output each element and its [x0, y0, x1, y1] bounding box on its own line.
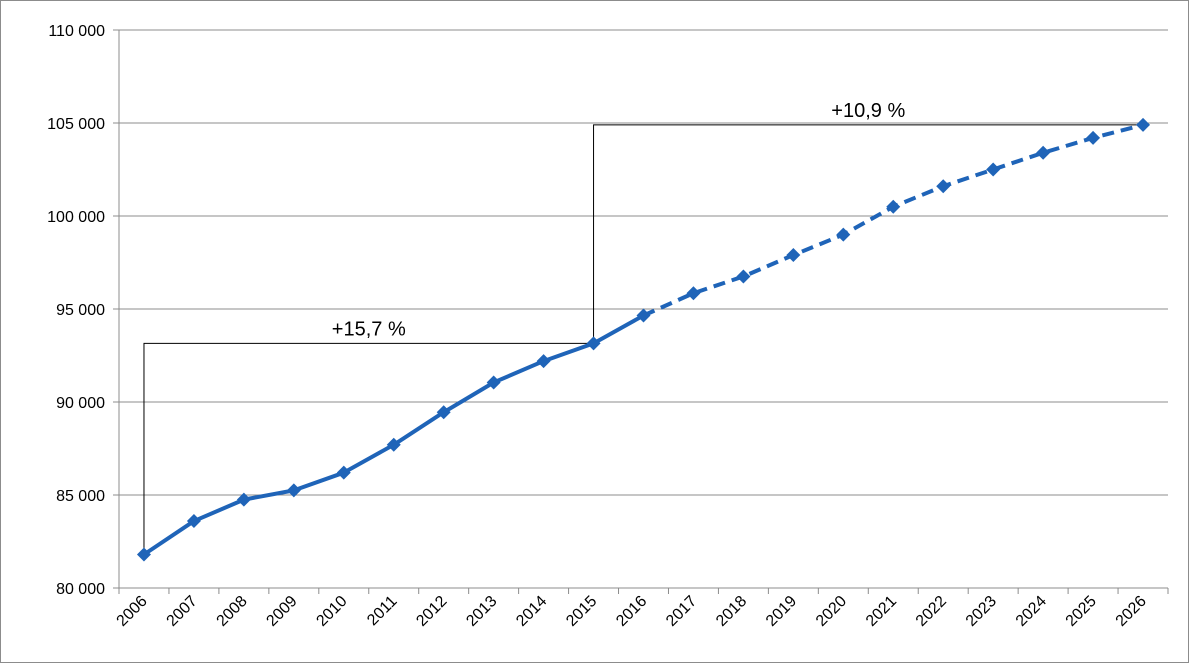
x-tick-label: 2021	[863, 593, 900, 630]
y-tick-label: 100 000	[47, 209, 105, 226]
data-point-marker	[386, 437, 401, 452]
axes	[113, 29, 1169, 594]
x-tick-label: 2025	[1063, 593, 1100, 630]
data-point-marker	[186, 514, 201, 529]
data-point-marker	[336, 465, 351, 480]
x-tick-label: 2019	[763, 593, 800, 630]
y-tick-label: 90 000	[56, 395, 105, 412]
data-point-marker	[886, 199, 901, 214]
data-point-marker	[136, 547, 151, 562]
x-tick-label: 2018	[713, 593, 750, 630]
data-point-marker	[436, 405, 451, 420]
annotation-label: +15,7 %	[332, 318, 406, 340]
x-tick-label: 2010	[313, 593, 350, 630]
data-point-marker	[286, 483, 301, 498]
annotation-label: +10,9 %	[831, 100, 905, 122]
data-point-marker	[536, 354, 551, 369]
data-point-marker	[936, 179, 951, 194]
data-point-marker	[836, 227, 851, 242]
data-point-marker	[1086, 130, 1101, 145]
x-tick-label: 2012	[413, 593, 450, 630]
data-point-marker	[1136, 117, 1151, 132]
y-tick-label: 110 000	[48, 23, 105, 40]
markers	[136, 117, 1151, 562]
x-tick-label: 2008	[214, 593, 251, 630]
y-tick-label: 80 000	[56, 581, 105, 598]
x-tick-label: 2020	[813, 593, 850, 630]
gridlines	[119, 29, 1168, 496]
y-tick-label: 85 000	[56, 488, 105, 505]
x-tick-label: 2013	[463, 593, 500, 630]
y-tick-label: 105 000	[47, 116, 105, 133]
data-point-marker	[736, 269, 751, 284]
annotations: +15,7 % +10,9 %	[143, 100, 1144, 555]
data-point-marker	[786, 248, 801, 263]
x-tick-label: 2022	[913, 593, 950, 630]
x-tick-label: 2011	[364, 593, 400, 629]
data-point-marker	[1036, 145, 1051, 160]
x-tick-label: 2016	[613, 593, 650, 630]
series-line-dashed	[642, 122, 1144, 318]
x-tick-label: 2015	[563, 593, 600, 630]
data-point-marker	[636, 308, 651, 323]
tick-labels: 80 000 85 000 90 000 95 000 100 000 105 000 11…	[47, 23, 1150, 630]
annotation-bracket	[143, 342, 594, 555]
x-tick-label: 2024	[1013, 593, 1050, 630]
data-point-marker	[686, 286, 701, 301]
x-tick-label: 2006	[114, 593, 151, 630]
data-point-marker	[586, 336, 601, 351]
data-point-marker	[486, 375, 501, 390]
x-tick-label: 2009	[263, 593, 300, 630]
x-tick-label: 2026	[1113, 593, 1150, 630]
series-line-solid	[141, 313, 646, 557]
data-point-marker	[236, 492, 251, 507]
x-tick-label: 2007	[164, 593, 201, 630]
y-tick-label: 95 000	[56, 302, 105, 319]
x-tick-label: 2014	[513, 593, 550, 630]
x-tick-label: 2023	[963, 593, 1000, 630]
data-point-marker	[986, 162, 1001, 177]
annotation-bracket	[593, 124, 1144, 344]
x-tick-label: 2017	[663, 593, 700, 630]
